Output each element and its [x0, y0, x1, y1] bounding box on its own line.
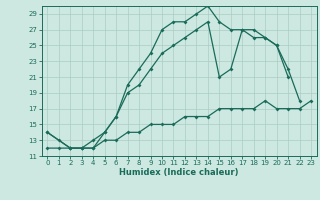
X-axis label: Humidex (Indice chaleur): Humidex (Indice chaleur) — [119, 168, 239, 177]
